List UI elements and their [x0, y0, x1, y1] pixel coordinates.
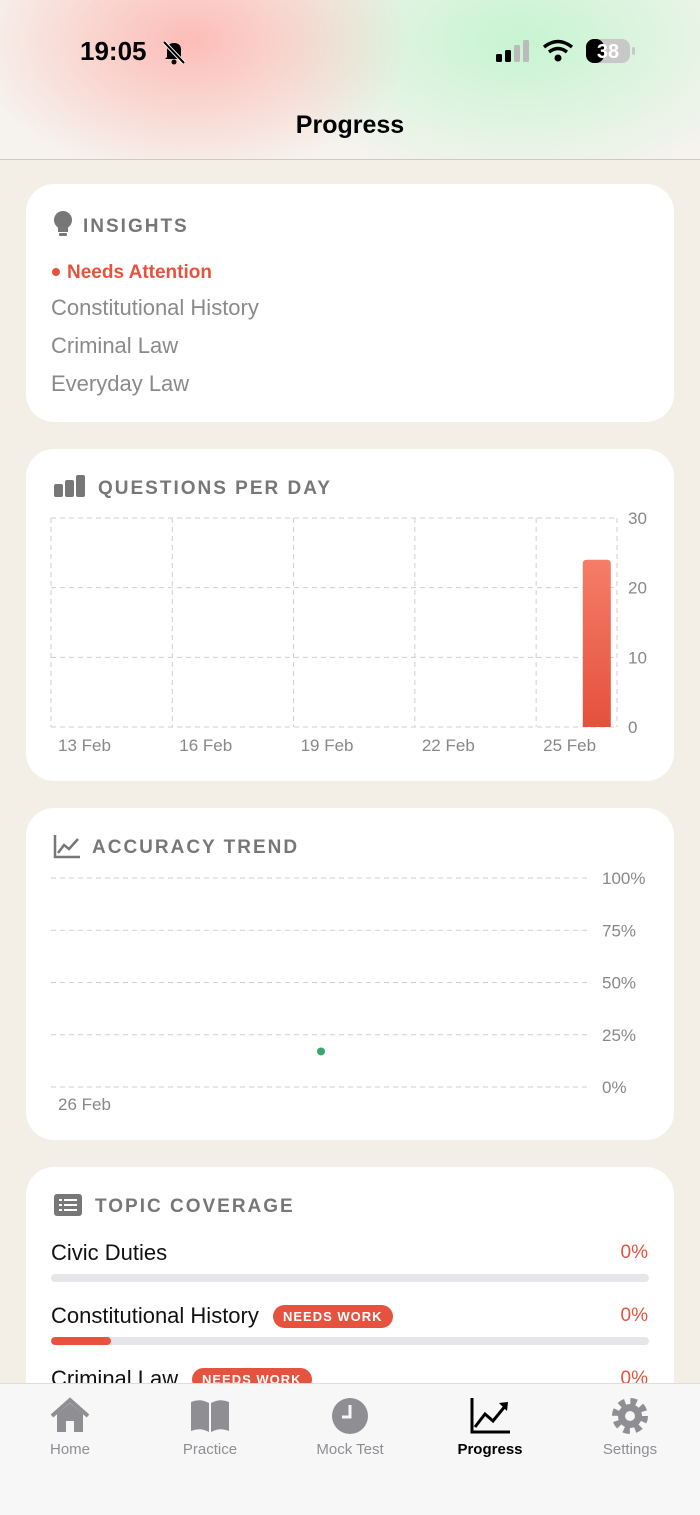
- tab-icon[interactable]: [326, 1394, 374, 1436]
- progress-fill: [51, 1337, 111, 1345]
- topic-percent: 0%: [620, 1305, 648, 1326]
- y-tick-label: 50%: [602, 974, 636, 993]
- bars-icon: [54, 475, 85, 497]
- tab-label[interactable]: Home: [49, 1441, 90, 1458]
- topic-name: Civic Duties: [51, 1240, 168, 1265]
- mute-icon: [162, 40, 186, 65]
- questions-card: [26, 449, 674, 781]
- x-tick-label: 25 Feb: [543, 736, 596, 755]
- status-icons: 38: [496, 39, 635, 63]
- tab-bar: Home Practice Mock Test Progress Settings: [0, 1383, 700, 1515]
- section-title: TOPIC COVERAGE: [95, 1196, 295, 1217]
- y-tick-label: 25%: [602, 1026, 636, 1045]
- charts: 0 10 20 30 13 Feb 16 Feb 19 Feb 22 Feb 25 Feb 0% 2…: [50, 509, 647, 1114]
- y-tick-label: 75%: [602, 921, 636, 940]
- y-tick-label: 10: [628, 648, 647, 667]
- tab-icon[interactable]: [186, 1394, 234, 1436]
- progress-track: [51, 1274, 649, 1282]
- y-tick-label: 0: [628, 718, 637, 737]
- topic-name: Constitutional History: [51, 1303, 259, 1328]
- x-tick-label: 22 Feb: [422, 736, 475, 755]
- insight-label: Needs Attention: [67, 262, 212, 283]
- x-tick-label: 19 Feb: [301, 736, 354, 755]
- tab-label[interactable]: Progress: [457, 1441, 523, 1458]
- y-tick-label: 100%: [602, 869, 645, 888]
- x-tick-label: 13 Feb: [58, 736, 111, 755]
- bar: [582, 559, 611, 727]
- section-title: INSIGHTS: [83, 216, 189, 237]
- tab-label[interactable]: Mock Test: [316, 1441, 384, 1458]
- accuracy-card: [26, 808, 674, 1140]
- tab-icon[interactable]: [46, 1394, 94, 1436]
- badge: NEEDS WORK: [273, 1305, 393, 1328]
- tab-icon[interactable]: [606, 1394, 654, 1436]
- y-tick-label: 0%: [602, 1078, 627, 1097]
- status-time: 19:05: [80, 36, 147, 66]
- header: 19:05 38 Progress: [0, 0, 700, 160]
- section-title: ACCURACY TREND: [92, 837, 300, 858]
- alert-dot: [52, 268, 60, 276]
- insight-item: Everyday Law: [51, 371, 190, 396]
- insight-item: Criminal Law: [51, 333, 179, 358]
- bulb-icon: [54, 211, 72, 236]
- section-title: QUESTIONS PER DAY: [98, 478, 332, 499]
- tab-icon[interactable]: [466, 1394, 514, 1436]
- tab-label[interactable]: Practice: [182, 1441, 238, 1458]
- trend-icon: [53, 835, 80, 859]
- insight-item: Constitutional History: [51, 295, 259, 320]
- insights-card: [26, 184, 674, 422]
- list-icon: [54, 1194, 82, 1216]
- point: [317, 1047, 325, 1056]
- tab-label[interactable]: Settings: [602, 1441, 658, 1458]
- battery-level: 38: [597, 41, 619, 63]
- x-tick-label: 26 Feb: [58, 1095, 111, 1114]
- topic-percent: 0%: [620, 1242, 648, 1263]
- progress-track: [51, 1337, 649, 1345]
- x-tick-label: 16 Feb: [179, 736, 232, 755]
- screen-title: Progress: [295, 111, 405, 139]
- y-tick-label: 30: [628, 509, 647, 528]
- y-tick-label: 20: [628, 579, 647, 598]
